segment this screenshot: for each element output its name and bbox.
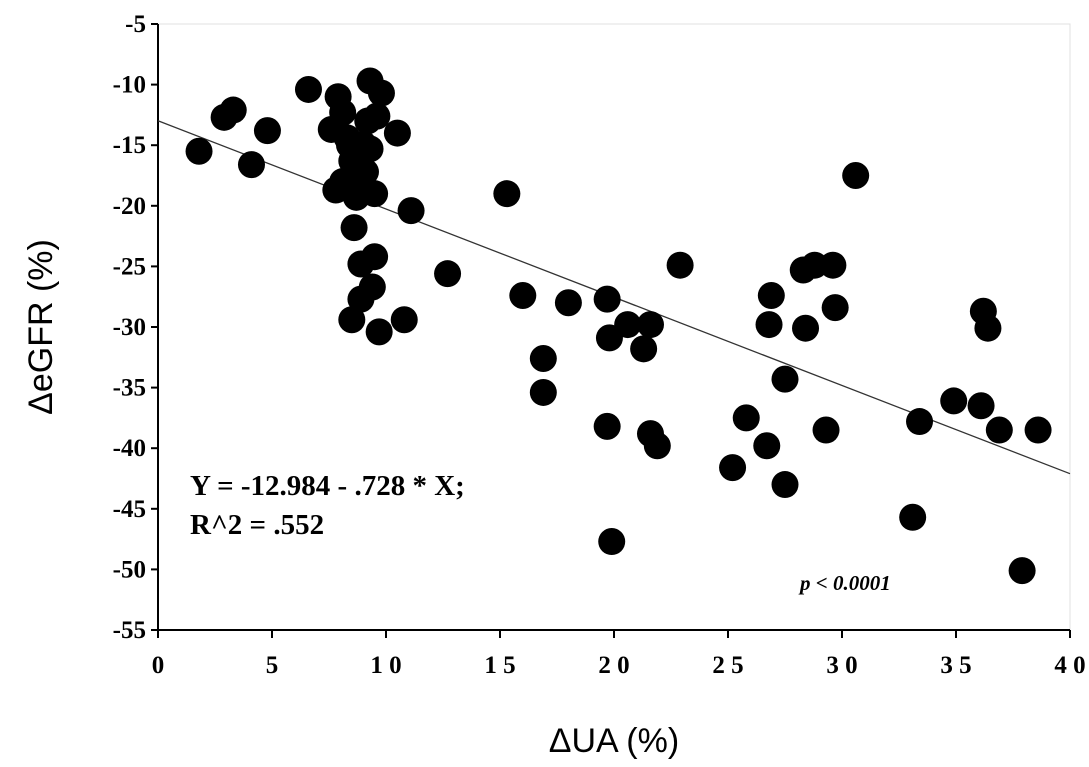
data-point — [219, 96, 247, 124]
data-point — [906, 408, 934, 436]
data-point — [529, 345, 557, 373]
data-point — [636, 311, 664, 339]
data-point — [812, 416, 840, 444]
y-tick-label: -40 — [113, 435, 146, 462]
data-point — [367, 79, 395, 107]
y-tick-label: -15 — [113, 132, 146, 159]
data-point — [940, 387, 968, 415]
data-point — [643, 432, 671, 460]
data-point — [614, 311, 642, 339]
data-point — [554, 289, 582, 317]
data-point — [719, 454, 747, 482]
data-point — [529, 378, 557, 406]
p-value-label: p < 0.0001 — [798, 571, 891, 595]
data-point — [338, 306, 366, 334]
x-tick-label: 5 — [266, 652, 279, 679]
y-tick-label: -10 — [113, 72, 146, 99]
x-axis: 0 5 1 0 1 5 2 0 2 5 3 0 3 5 4 0 — [152, 629, 1086, 679]
x-tick-label: 1 5 — [484, 652, 515, 679]
data-point — [237, 151, 265, 179]
y-tick-label: -25 — [113, 253, 146, 280]
data-point — [821, 294, 849, 322]
data-point — [593, 285, 621, 313]
data-point — [509, 281, 537, 309]
data-point — [434, 260, 462, 288]
data-point — [356, 135, 384, 163]
x-tick-label: 0 — [152, 652, 165, 679]
y-tick-label: -30 — [113, 314, 146, 341]
data-point — [666, 251, 694, 279]
data-point — [792, 314, 820, 342]
data-point — [732, 404, 760, 432]
data-point — [598, 528, 626, 556]
data-point — [358, 273, 386, 301]
x-tick-label: 3 0 — [826, 652, 857, 679]
data-point — [361, 180, 389, 208]
data-point — [1024, 416, 1052, 444]
data-point — [340, 214, 368, 242]
regression-equation: Y = -12.984 - .728 * X; — [190, 470, 465, 502]
x-tick-label: 2 5 — [712, 652, 743, 679]
y-tick-label: -35 — [113, 375, 146, 402]
data-point — [771, 365, 799, 393]
r-squared-label: R^2 = .552 — [190, 509, 324, 541]
y-axis: -5 -10 -15 -20 -25 -30 -35 -40 -45 -50 -55 — [113, 11, 159, 644]
y-tick-label: -50 — [113, 556, 146, 583]
data-point — [363, 102, 391, 130]
y-tick-label: -20 — [113, 193, 146, 220]
data-point — [593, 412, 621, 440]
data-point — [397, 197, 425, 225]
y-tick-label: -55 — [113, 617, 146, 644]
data-point — [365, 318, 393, 346]
y-axis-title: ΔeGFR (%) — [22, 239, 60, 415]
y-tick-label: -5 — [125, 11, 146, 38]
x-tick-label: 4 0 — [1054, 652, 1085, 679]
data-point — [1008, 557, 1036, 585]
data-point — [390, 306, 418, 334]
data-point — [755, 311, 783, 339]
data-point — [294, 75, 322, 103]
data-point — [753, 432, 781, 460]
data-point — [985, 416, 1013, 444]
data-point — [361, 243, 389, 271]
data-point — [493, 180, 521, 208]
x-tick-label: 2 0 — [598, 652, 629, 679]
data-point — [383, 119, 411, 147]
data-point — [329, 98, 357, 126]
x-tick-label: 3 5 — [940, 652, 971, 679]
data-point — [771, 471, 799, 499]
data-point — [185, 137, 213, 165]
data-point — [819, 251, 847, 279]
data-points — [185, 67, 1052, 585]
data-point — [630, 335, 658, 363]
data-point — [974, 314, 1002, 342]
x-axis-title: ΔUA (%) — [549, 722, 679, 760]
data-point — [967, 392, 995, 420]
data-point — [757, 281, 785, 309]
data-point — [899, 503, 927, 531]
data-point — [253, 117, 281, 145]
y-tick-label: -45 — [113, 496, 146, 523]
x-tick-label: 1 0 — [370, 652, 401, 679]
data-point — [842, 162, 870, 189]
